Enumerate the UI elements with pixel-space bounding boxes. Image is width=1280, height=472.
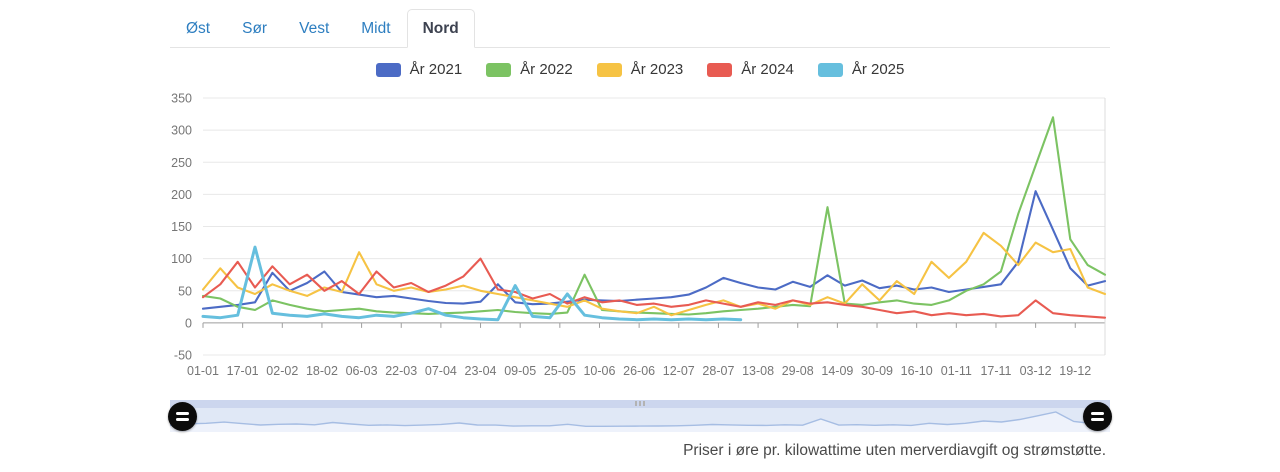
series-line-år-2025 (201, 245, 743, 322)
legend-item-2023[interactable]: År 2023 (596, 61, 684, 78)
y-tick-label: 200 (171, 188, 192, 202)
x-tick-label: 16-10 (901, 364, 933, 378)
y-tick-label: 0 (185, 316, 192, 330)
legend-label: År 2022 (520, 61, 573, 78)
slider-navigator-chart (170, 411, 1110, 432)
region-tab-bar: Øst Sør Vest Midt Nord (170, 9, 1110, 48)
y-tick-label: -50 (174, 349, 192, 363)
x-tick-label: 02-02 (266, 364, 298, 378)
chart-caption: Priser i øre pr. kilowattime uten merver… (683, 442, 1106, 459)
legend-item-2024[interactable]: År 2024 (707, 61, 794, 78)
series-line-år-2024 (201, 257, 1107, 319)
x-tick-label: 07-04 (425, 364, 457, 378)
legend-item-2022[interactable]: År 2022 (486, 61, 573, 78)
legend-swatch-icon (817, 62, 843, 77)
tab-midt[interactable]: Midt (361, 20, 391, 37)
legend-item-2021[interactable]: År 2021 (375, 61, 463, 78)
y-tick-label: 100 (171, 252, 192, 266)
x-tick-label: 14-09 (821, 364, 853, 378)
slider-left-handle[interactable] (168, 402, 197, 431)
x-tick-label: 01-01 (187, 364, 219, 378)
x-tick-label: 17-11 (980, 364, 1011, 378)
slider-center-grip-icon[interactable] (635, 401, 645, 406)
x-tick-label: 26-06 (623, 364, 655, 378)
x-tick-label: 03-12 (1020, 364, 1052, 378)
x-tick-label: 18-02 (306, 364, 338, 378)
x-tick-label: 01-11 (941, 364, 972, 378)
x-tick-label: 25-05 (544, 364, 576, 378)
tab-nord[interactable]: Nord (406, 9, 475, 48)
navigator-line (170, 411, 1110, 427)
x-tick-label: 29-08 (782, 364, 814, 378)
x-tick-label: 30-09 (861, 364, 893, 378)
legend-swatch-icon (486, 62, 512, 77)
legend-swatch-icon (707, 62, 733, 77)
legend-item-2025[interactable]: År 2025 (817, 61, 905, 78)
x-tick-label: 10-06 (583, 364, 615, 378)
y-tick-label: 250 (171, 156, 192, 170)
x-tick-label: 13-08 (742, 364, 774, 378)
y-tick-label: 300 (171, 124, 192, 138)
legend-label: År 2025 (851, 61, 905, 78)
y-tick-label: 350 (171, 92, 192, 106)
series-line-år-2022 (201, 116, 1107, 316)
navigator-area-fill (170, 412, 1110, 432)
series-line-år-2021 (201, 190, 1107, 310)
range-slider[interactable] (168, 400, 1112, 432)
tab-vest[interactable]: Vest (299, 20, 330, 37)
tab-sor[interactable]: Sør (242, 20, 268, 37)
x-tick-label: 09-05 (504, 364, 536, 378)
x-tick-label: 19-12 (1059, 364, 1091, 378)
y-tick-label: 50 (178, 284, 192, 298)
x-tick-label: 17-01 (227, 364, 259, 378)
x-tick-label: 28-07 (702, 364, 734, 378)
y-tick-label: 150 (171, 220, 192, 234)
series-line-år-2023 (201, 231, 1107, 317)
legend-swatch-icon (375, 62, 401, 77)
slider-right-handle[interactable] (1083, 402, 1112, 431)
chart-legend: År 2021 År 2022 År 2023 År 2024 År 2025 (170, 61, 1110, 78)
x-tick-label: 06-03 (346, 364, 378, 378)
legend-swatch-icon (596, 62, 622, 77)
x-tick-label: 22-03 (385, 364, 417, 378)
legend-label: År 2021 (409, 61, 463, 78)
legend-label: År 2024 (741, 61, 794, 78)
tab-ost[interactable]: Øst (186, 20, 211, 37)
x-tick-label: 23-04 (465, 364, 497, 378)
x-tick-label: 12-07 (663, 364, 695, 378)
legend-label: År 2023 (630, 61, 684, 78)
